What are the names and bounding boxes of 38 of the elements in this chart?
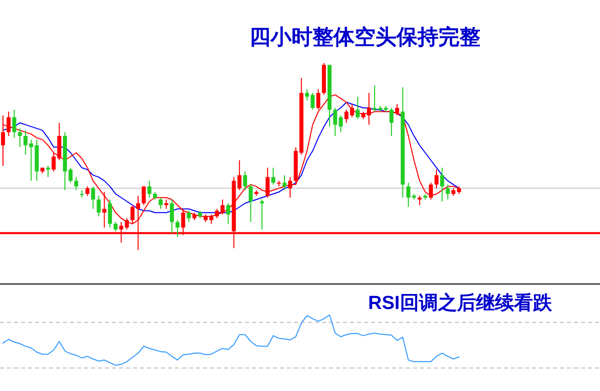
candlestick [142,186,146,206]
candlestick [440,167,444,202]
candlestick [226,202,230,224]
candlestick [338,114,343,133]
candlestick [434,169,439,189]
candlestick [266,167,270,198]
candlestick [418,195,422,206]
chart-title: 四小时整体空头保持完整 [250,25,480,49]
candlestick [243,170,248,191]
candlestick [74,176,78,191]
candlestick [91,186,96,210]
candlestick [186,210,191,222]
candlestick [158,197,163,210]
candlestick [147,180,152,198]
candlestick [114,221,118,232]
candlestick [356,96,360,120]
chart-title: RSI回调之后继续看跌 [368,292,553,314]
candlestick [46,165,50,178]
candlestick [96,195,101,217]
candlestick [248,184,253,222]
candlestick [57,122,62,161]
candlestick [282,174,286,191]
candlestick [52,152,56,172]
candlestick [18,128,22,148]
candlestick [6,111,11,136]
candlestick [389,107,394,136]
candlestick [271,167,276,186]
candlestick [428,182,433,200]
candlestick [176,220,180,238]
candlestick [170,199,174,234]
candlestick [108,199,112,228]
candlestick [446,184,450,200]
candlestick [85,186,90,196]
candlestick [12,109,16,138]
candlestick [395,104,400,116]
candlestick [288,176,292,198]
candlestick [260,199,264,230]
candlestick [333,107,338,136]
